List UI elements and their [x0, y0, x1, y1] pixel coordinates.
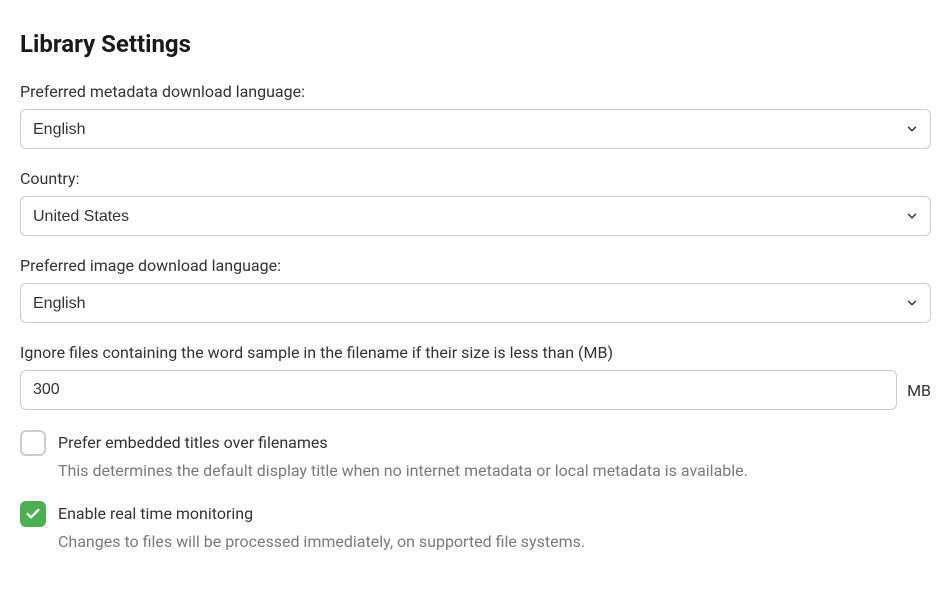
checkbox-description-prefer-embedded: This determines the default display titl…	[58, 460, 748, 482]
label-sample-size: Ignore files containing the word sample …	[20, 343, 931, 362]
select-image-language[interactable]: English	[20, 283, 931, 323]
checkbox-description-realtime-monitoring: Changes to files will be processed immed…	[58, 531, 585, 553]
form-group-metadata-language: Preferred metadata download language: En…	[20, 82, 931, 149]
checkbox-group-realtime-monitoring: Enable real time monitoring Changes to f…	[20, 501, 931, 554]
checkbox-group-prefer-embedded: Prefer embedded titles over filenames Th…	[20, 430, 931, 483]
check-icon	[25, 506, 41, 522]
label-metadata-language: Preferred metadata download language:	[20, 82, 931, 101]
form-group-country: Country: United States	[20, 169, 931, 236]
select-country[interactable]: United States	[20, 196, 931, 236]
checkbox-label-prefer-embedded: Prefer embedded titles over filenames	[58, 432, 748, 454]
checkbox-realtime-monitoring[interactable]	[20, 501, 46, 527]
page-title: Library Settings	[20, 30, 931, 58]
label-country: Country:	[20, 169, 931, 188]
select-metadata-language[interactable]: English	[20, 109, 931, 149]
checkbox-prefer-embedded[interactable]	[20, 430, 46, 456]
form-group-image-language: Preferred image download language: Engli…	[20, 256, 931, 323]
form-group-sample-size: Ignore files containing the word sample …	[20, 343, 931, 410]
input-sample-size[interactable]	[20, 370, 897, 410]
suffix-mb: MB	[907, 381, 931, 400]
label-image-language: Preferred image download language:	[20, 256, 931, 275]
checkbox-label-realtime-monitoring: Enable real time monitoring	[58, 503, 585, 525]
